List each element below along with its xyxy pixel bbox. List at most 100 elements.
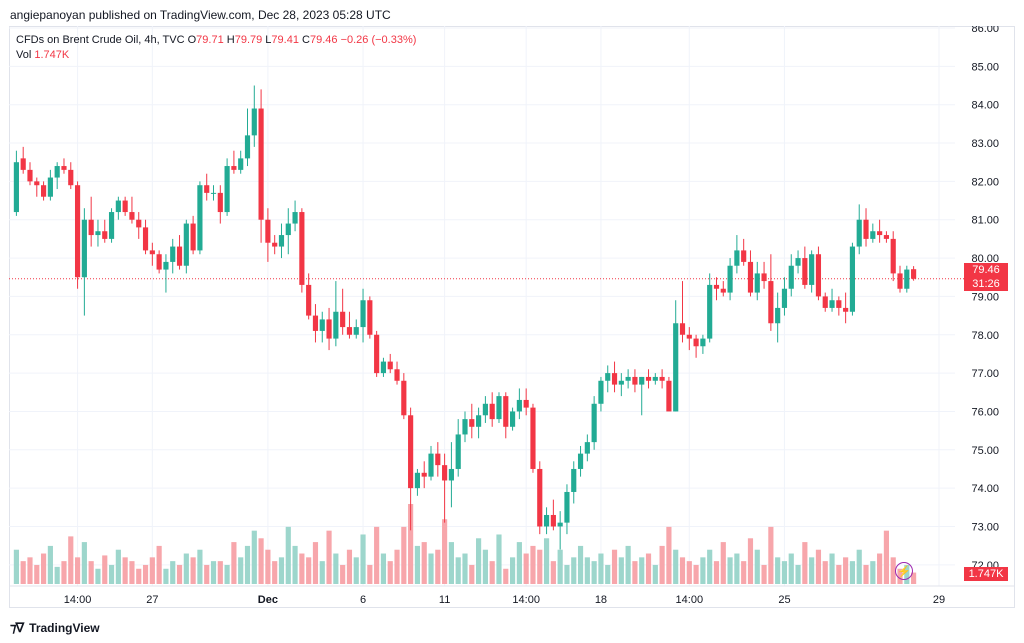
price-chart[interactable]: 86.00 85.00 84.00 83.00 82.00 81.00 80.00 79.00… <box>9 26 1015 608</box>
volume-bar <box>543 538 550 584</box>
y-tick-label: 75.00 <box>971 445 999 457</box>
footer-brand: TradingView <box>29 621 100 635</box>
volume-bar <box>95 568 101 584</box>
candle-body <box>27 169 33 182</box>
candle-body <box>68 169 74 186</box>
volume-bar <box>190 557 196 584</box>
candle-body <box>95 231 101 236</box>
legend-symbol: CFDs on Brent Crude Oil, 4h, TVC <box>16 34 185 46</box>
volume-bar <box>639 557 645 584</box>
y-tick-label: 74.00 <box>971 483 999 495</box>
candle-body <box>584 442 590 454</box>
candle-body <box>571 468 577 492</box>
candle-body <box>877 231 883 236</box>
candle-body <box>849 246 856 312</box>
candle-body <box>122 200 128 213</box>
volume-bar <box>516 542 522 584</box>
candle-body <box>836 300 842 308</box>
volume-bar <box>741 561 747 584</box>
y-tick-label: 86.00 <box>971 26 999 35</box>
legend-change: −0.26 (−0.33%) <box>340 34 417 46</box>
volume-bar <box>802 542 808 584</box>
volume-bars <box>13 504 917 584</box>
candle-body <box>374 334 380 374</box>
volume-bar <box>278 557 285 584</box>
volume-bar <box>693 564 699 584</box>
candle-body <box>442 465 448 481</box>
y-tick-label: 83.00 <box>971 138 999 150</box>
candle-body <box>353 327 359 335</box>
legend-low-label: L <box>265 34 272 46</box>
volume-bar <box>217 561 223 584</box>
candle-body <box>129 212 135 220</box>
legend-volume-value: 1.747K <box>34 49 70 61</box>
volume-bar <box>707 549 713 584</box>
candle-body <box>136 219 142 228</box>
volume-bar <box>577 545 584 584</box>
volume-bar <box>496 534 502 584</box>
candle-body <box>414 472 421 489</box>
candle-body <box>197 185 203 251</box>
candle-body <box>238 158 244 170</box>
volume-bar <box>333 553 339 584</box>
volume-bar <box>312 542 319 584</box>
candle-body <box>843 307 849 312</box>
candle-body <box>523 399 529 408</box>
volume-bar <box>843 557 849 584</box>
candle-body <box>176 246 183 266</box>
candle-body <box>795 258 801 266</box>
candle-body <box>577 453 584 469</box>
volume-bar <box>306 557 312 584</box>
volume-bar <box>829 553 835 584</box>
legend-close-value: 79.46 <box>309 34 338 46</box>
candle-body <box>476 415 482 427</box>
volume-bar <box>401 526 407 584</box>
candle-body <box>829 300 835 308</box>
volume-bar <box>476 538 482 584</box>
chart-frame <box>9 26 1015 608</box>
candle-body <box>333 311 339 339</box>
candles <box>13 85 917 550</box>
volume-bar <box>775 557 781 584</box>
candle-body <box>428 453 434 477</box>
volume-bar <box>102 555 108 584</box>
candle-body <box>251 108 257 136</box>
volume-bar <box>571 557 577 584</box>
candle-body <box>611 373 618 385</box>
candle-body <box>856 219 862 247</box>
volume-bar <box>761 564 767 584</box>
volume-bar <box>285 526 291 584</box>
volume-bar <box>482 549 488 584</box>
volume-bar <box>870 561 876 584</box>
candle-body <box>482 403 488 416</box>
candle-body <box>639 376 645 385</box>
volume-bar <box>251 530 257 584</box>
volume-bar <box>455 557 461 584</box>
volume-bar <box>469 564 475 584</box>
x-tick-label: Dec <box>258 594 278 606</box>
candle-body <box>183 223 189 266</box>
lightning-icon[interactable]: ⚡ <box>895 562 913 580</box>
candle-body <box>34 181 40 186</box>
volume-bar <box>686 561 692 584</box>
x-tick-label: 25 <box>778 594 790 606</box>
candle-body <box>741 250 747 262</box>
candle-body <box>312 315 319 331</box>
volume-bar <box>435 549 441 584</box>
volume-bar <box>238 557 244 584</box>
volume-bar <box>442 519 448 584</box>
volume-bar <box>299 553 305 584</box>
legend-open-label: O <box>187 34 197 46</box>
candle-body <box>645 376 652 381</box>
volume-bar <box>13 549 19 584</box>
candle-body <box>265 219 271 243</box>
candle-body <box>292 212 298 224</box>
y-tick-label: 77.00 <box>971 368 999 380</box>
candle-body <box>204 185 210 193</box>
volume-bar <box>673 549 679 584</box>
y-tick-label: 80.00 <box>971 253 999 265</box>
candle-body <box>564 491 570 523</box>
candle-body <box>503 396 509 427</box>
volume-bar <box>564 564 570 584</box>
candle-body <box>707 284 713 339</box>
